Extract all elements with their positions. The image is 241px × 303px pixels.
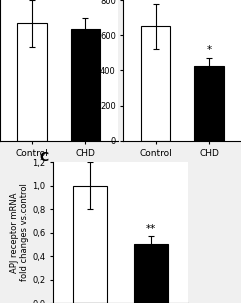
Y-axis label: APJ receptor mRNA
fold changes vs.control: APJ receptor mRNA fold changes vs.contro…: [10, 184, 29, 281]
Text: **: **: [146, 224, 156, 234]
Bar: [17, 24, 47, 141]
Bar: [141, 26, 170, 141]
Bar: [71, 29, 100, 141]
Text: C: C: [40, 151, 49, 164]
Y-axis label: ir-apelin-36 (pg/mg): ir-apelin-36 (pg/mg): [88, 28, 97, 113]
Bar: [134, 244, 168, 303]
Bar: [73, 185, 107, 303]
Text: *: *: [206, 45, 212, 55]
Text: B: B: [102, 0, 112, 2]
Bar: [194, 66, 224, 141]
